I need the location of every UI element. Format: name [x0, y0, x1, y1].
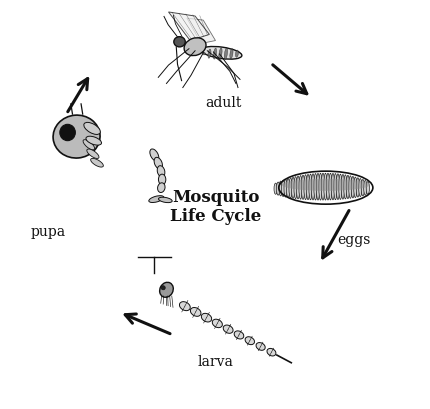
Ellipse shape — [363, 181, 366, 196]
Ellipse shape — [212, 319, 222, 328]
Ellipse shape — [323, 174, 326, 200]
Ellipse shape — [291, 178, 294, 199]
Polygon shape — [168, 13, 209, 41]
Ellipse shape — [303, 175, 307, 200]
Ellipse shape — [148, 196, 163, 203]
Ellipse shape — [338, 175, 341, 200]
Ellipse shape — [86, 137, 101, 146]
Ellipse shape — [184, 39, 206, 56]
Ellipse shape — [150, 150, 158, 162]
Ellipse shape — [159, 283, 173, 298]
Ellipse shape — [366, 182, 369, 195]
Ellipse shape — [296, 177, 299, 200]
Ellipse shape — [201, 47, 241, 60]
Text: larva: larva — [197, 355, 233, 369]
Ellipse shape — [207, 50, 211, 59]
Ellipse shape — [273, 184, 276, 195]
Ellipse shape — [276, 182, 279, 196]
Ellipse shape — [326, 174, 329, 200]
Ellipse shape — [353, 178, 356, 198]
Ellipse shape — [358, 179, 361, 197]
Ellipse shape — [161, 286, 165, 290]
Ellipse shape — [245, 337, 254, 345]
Ellipse shape — [293, 177, 297, 199]
Ellipse shape — [313, 174, 316, 200]
Text: Mosquito
Life Cycle: Mosquito Life Cycle — [169, 188, 261, 225]
Ellipse shape — [301, 176, 304, 200]
Ellipse shape — [233, 331, 243, 339]
Ellipse shape — [201, 314, 211, 322]
Ellipse shape — [202, 53, 205, 56]
Ellipse shape — [321, 174, 324, 201]
Ellipse shape — [190, 308, 200, 317]
Ellipse shape — [83, 123, 100, 135]
Ellipse shape — [179, 302, 190, 311]
Ellipse shape — [90, 159, 103, 168]
Ellipse shape — [154, 158, 162, 170]
Ellipse shape — [158, 198, 172, 203]
Ellipse shape — [345, 176, 349, 199]
Ellipse shape — [60, 125, 75, 142]
Text: adult: adult — [205, 96, 241, 110]
Ellipse shape — [341, 175, 344, 200]
Ellipse shape — [86, 150, 99, 159]
Ellipse shape — [157, 166, 165, 178]
Ellipse shape — [348, 176, 351, 199]
Ellipse shape — [157, 183, 165, 193]
Ellipse shape — [224, 49, 227, 60]
Ellipse shape — [318, 174, 321, 201]
Ellipse shape — [53, 116, 100, 159]
Polygon shape — [187, 19, 215, 44]
Ellipse shape — [283, 180, 286, 198]
Ellipse shape — [306, 175, 309, 200]
Ellipse shape — [360, 180, 364, 196]
Ellipse shape — [316, 174, 319, 200]
Ellipse shape — [281, 181, 284, 197]
Ellipse shape — [218, 49, 221, 60]
Ellipse shape — [266, 348, 275, 356]
Ellipse shape — [281, 179, 369, 191]
Ellipse shape — [333, 174, 336, 200]
Ellipse shape — [83, 140, 95, 151]
Ellipse shape — [288, 178, 292, 198]
Ellipse shape — [286, 179, 289, 198]
Text: eggs: eggs — [337, 232, 370, 246]
Ellipse shape — [328, 174, 332, 200]
Ellipse shape — [278, 182, 282, 196]
Ellipse shape — [213, 49, 216, 60]
Ellipse shape — [255, 343, 264, 351]
Ellipse shape — [158, 175, 166, 185]
Ellipse shape — [356, 178, 359, 198]
Ellipse shape — [173, 38, 185, 48]
Ellipse shape — [331, 174, 334, 200]
Ellipse shape — [335, 174, 339, 200]
Ellipse shape — [343, 175, 346, 200]
Ellipse shape — [350, 177, 354, 198]
Ellipse shape — [223, 325, 233, 333]
Ellipse shape — [310, 174, 314, 200]
Ellipse shape — [308, 175, 311, 200]
Text: pupa: pupa — [31, 224, 65, 238]
Ellipse shape — [229, 49, 233, 60]
Ellipse shape — [235, 51, 238, 58]
Ellipse shape — [298, 176, 301, 200]
